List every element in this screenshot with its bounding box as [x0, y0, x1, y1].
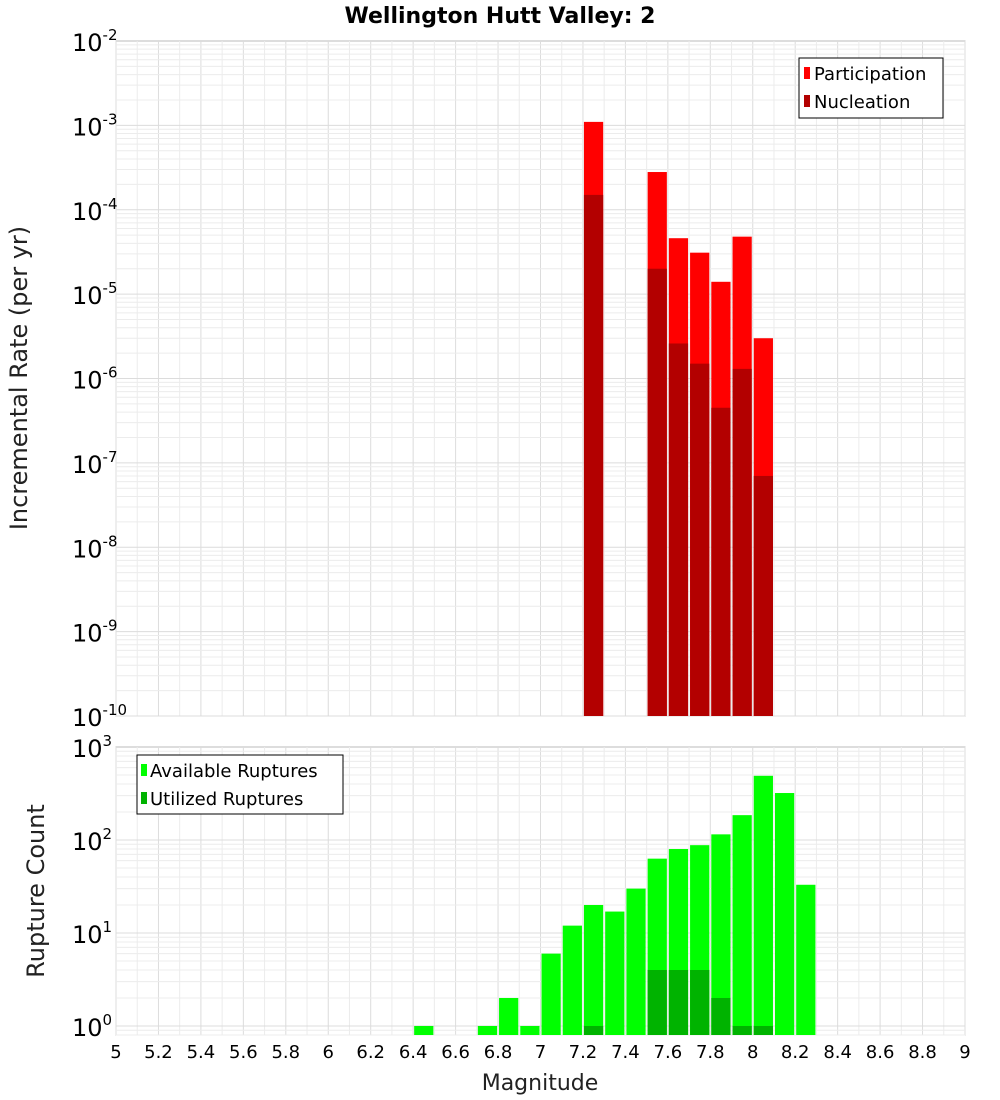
- count-y-tick-label: 101: [72, 918, 112, 949]
- x-tick-label: 5.4: [187, 1042, 216, 1063]
- count-available-ruptures-bar: [562, 925, 582, 1035]
- rate-y-tick-label: 10-10: [72, 701, 127, 732]
- x-tick-label: 8.6: [866, 1042, 895, 1063]
- rate-nucleation-bar: [583, 194, 604, 716]
- rate-legend: Participation Nucleation: [798, 57, 944, 119]
- legend-label-available: Available Ruptures: [150, 761, 318, 782]
- count-available-ruptures-bar: [711, 834, 731, 1035]
- count-utilized-ruptures-bar: [647, 969, 667, 1035]
- x-tick-label: 7.6: [654, 1042, 683, 1063]
- legend-label-participation: Participation: [814, 64, 926, 85]
- x-tick-label: 6.4: [399, 1042, 428, 1063]
- rate-y-tick-label: 10-5: [72, 279, 118, 310]
- x-tick-label: 6.6: [441, 1042, 470, 1063]
- x-tick-label: 8.8: [908, 1042, 937, 1063]
- count-utilized-ruptures-bar: [690, 969, 710, 1035]
- legend-label-utilized: Utilized Ruptures: [150, 789, 303, 810]
- count-panel: 103 102 101 100 5 5.2 5.4 5.6 5.8 6 6.2 6.4 6.6 6.8 7…: [22, 732, 971, 1096]
- count-utilized-ruptures-bar: [583, 1025, 604, 1035]
- count-x-ticks: 5 5.2 5.4 5.6 5.8 6 6.2 6.4 6.6 6.8 7 7.2 7.4 7.6 7.8 8…: [110, 1042, 970, 1063]
- x-tick-label: 7.4: [611, 1042, 640, 1063]
- rate-panel: 10-2 10-3 10-4 10-5 10-6 10-7 10-8 10-9 10-10 In…: [5, 26, 966, 732]
- count-available-ruptures-bar: [626, 888, 646, 1035]
- count-available-ruptures-bar: [796, 884, 816, 1035]
- rate-legend-box: [798, 57, 944, 119]
- x-tick-label: 7.2: [569, 1042, 598, 1063]
- count-available-ruptures-bar: [732, 815, 752, 1035]
- x-tick-label: 7: [535, 1042, 546, 1063]
- count-y-tick-label: 103: [72, 732, 112, 763]
- rate-y-ticks: 10-2 10-3 10-4 10-5 10-6 10-7 10-8 10-9 10-10: [72, 26, 127, 732]
- count-legend-box: [136, 754, 344, 815]
- rate-y-tick-label: 10-2: [72, 26, 118, 57]
- count-utilized-ruptures-bar: [711, 997, 731, 1035]
- count-available-ruptures-bar: [477, 1025, 498, 1035]
- x-tick-label: 6: [323, 1042, 334, 1063]
- rate-grid: [115, 41, 966, 717]
- x-tick-label: 5.8: [271, 1042, 300, 1063]
- chart-title: Wellington Hutt Valley: 2: [345, 4, 656, 29]
- rate-y-tick-label: 10-7: [72, 448, 118, 479]
- legend-swatch-available: [141, 764, 147, 776]
- count-legend: Available Ruptures Utilized Ruptures: [136, 754, 344, 815]
- rate-bars: [583, 121, 773, 716]
- legend-swatch-utilized: [141, 792, 147, 804]
- x-tick-label: 5.2: [144, 1042, 173, 1063]
- x-tick-label: 8.4: [823, 1042, 852, 1063]
- count-available-ruptures-bar: [520, 1025, 540, 1035]
- count-utilized-ruptures-bar: [732, 1025, 752, 1035]
- x-tick-label: 6.8: [484, 1042, 513, 1063]
- legend-swatch-participation: [804, 67, 810, 79]
- rate-y-tick-label: 10-6: [72, 364, 118, 395]
- rate-nucleation-bar: [690, 363, 710, 716]
- count-y-ticks: 103 102 101 100: [72, 732, 112, 1042]
- x-tick-label: 9: [959, 1042, 970, 1063]
- rate-y-axis-label: Incremental Rate (per yr): [5, 226, 33, 530]
- x-tick-label: 5: [110, 1042, 121, 1063]
- rate-y-tick-label: 10-9: [72, 617, 118, 648]
- rate-y-tick-label: 10-4: [72, 195, 118, 226]
- count-bars: [414, 775, 816, 1035]
- count-available-ruptures-bar: [774, 793, 795, 1035]
- count-y-axis-label: Rupture Count: [22, 804, 50, 978]
- x-tick-label: 8.2: [781, 1042, 810, 1063]
- count-available-ruptures-bar: [583, 904, 604, 1035]
- count-y-tick-label: 100: [72, 1011, 112, 1042]
- count-y-tick-label: 102: [72, 825, 112, 856]
- rate-nucleation-bar: [647, 268, 667, 716]
- x-tick-label: 6.2: [356, 1042, 385, 1063]
- count-available-ruptures-bar: [541, 953, 561, 1035]
- rate-nucleation-bar: [711, 407, 731, 716]
- rate-nucleation-bar: [732, 368, 752, 716]
- x-tick-label: 7.8: [696, 1042, 725, 1063]
- rate-nucleation-bar: [753, 475, 773, 716]
- count-available-ruptures-bar: [499, 997, 519, 1035]
- count-utilized-ruptures-bar: [753, 1025, 773, 1035]
- count-available-ruptures-bar: [605, 911, 625, 1035]
- count-available-ruptures-bar: [753, 775, 773, 1035]
- count-utilized-ruptures-bar: [668, 969, 689, 1035]
- rate-y-tick-label: 10-8: [72, 532, 118, 563]
- x-tick-label: 8: [747, 1042, 758, 1063]
- rate-nucleation-bar: [668, 343, 689, 716]
- legend-label-nucleation: Nucleation: [814, 92, 910, 113]
- rate-y-tick-label: 10-3: [72, 110, 118, 141]
- x-axis-label: Magnitude: [482, 1071, 599, 1096]
- legend-swatch-nucleation: [804, 95, 810, 107]
- count-available-ruptures-bar: [414, 1025, 434, 1035]
- x-tick-label: 5.6: [229, 1042, 258, 1063]
